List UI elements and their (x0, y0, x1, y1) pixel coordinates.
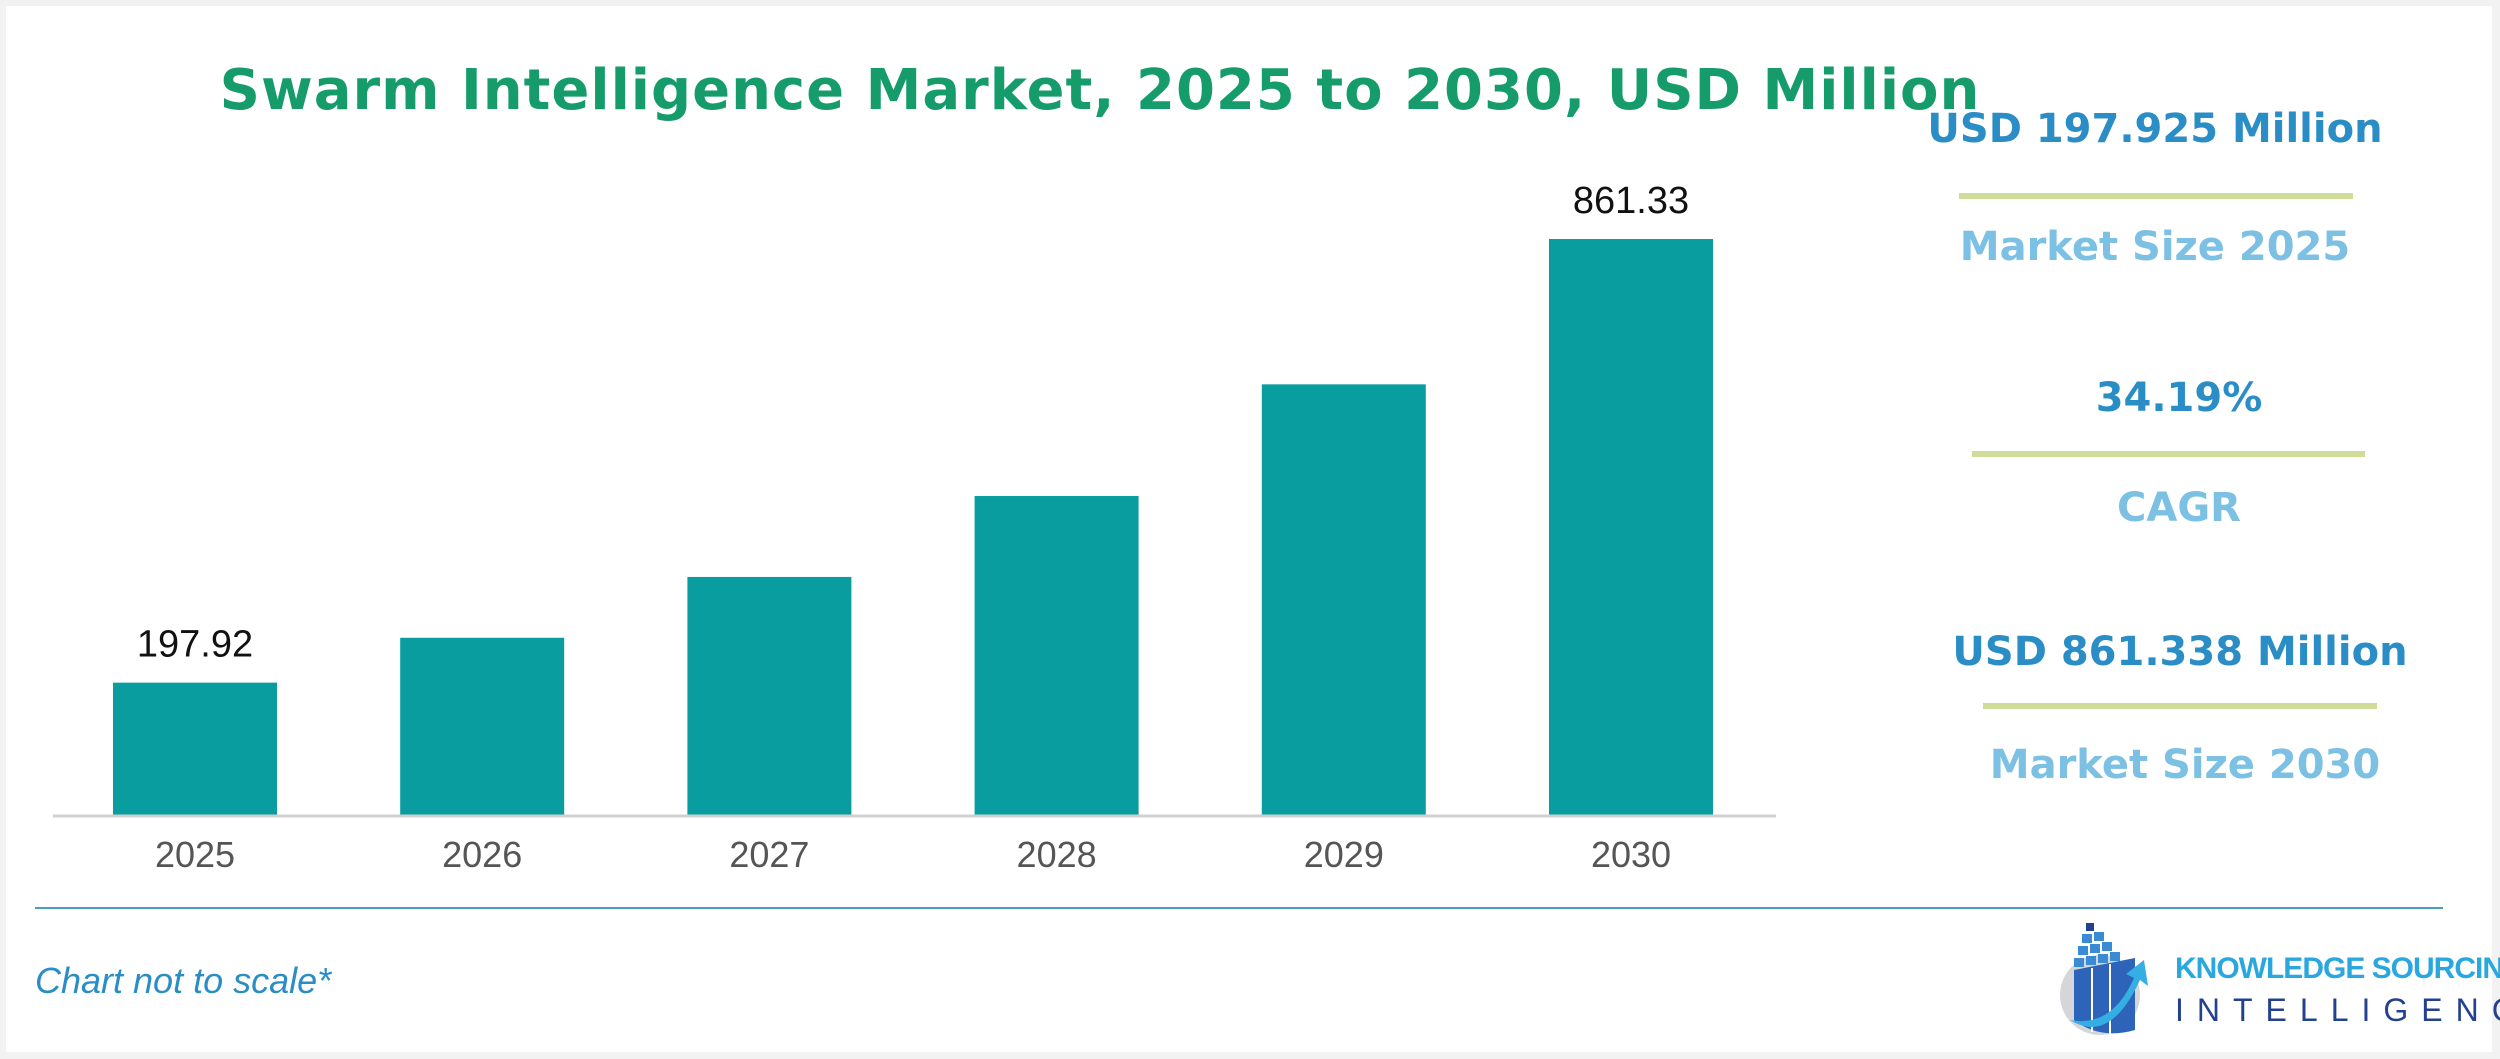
bar-2028 (974, 496, 1139, 815)
cagr-value: 34.19% (2095, 375, 2263, 421)
bar-chart: 2025 197.92 2026 2027 2028 2029 2030 861.33 (53, 180, 1776, 875)
data-label: 197.92 (137, 624, 253, 666)
divider (1959, 193, 2353, 199)
logo-text-line1: KNOWLEDGE SOURCING (2175, 952, 2500, 985)
bar-2026 (400, 637, 565, 815)
logo-icon (2060, 923, 2148, 1035)
market-size-2030-value: USD 861.338 Million (1952, 629, 2408, 675)
market-size-2030-label: Market Size 2030 (1989, 742, 2381, 788)
divider (1983, 703, 2377, 709)
x-tick-label: 2025 (155, 834, 235, 875)
footer-divider (35, 907, 2443, 909)
bar-2029 (1261, 384, 1426, 815)
x-tick-label: 2026 (442, 834, 522, 875)
company-logo: KNOWLEDGE SOURCING INTELLIGENCE (2040, 920, 2500, 1040)
chart-note: Chart not to scale* (35, 960, 332, 1001)
x-tick-label: 2027 (729, 834, 809, 875)
divider (1972, 451, 2365, 457)
data-label: 861.33 (1573, 180, 1689, 222)
bar-2030 (1549, 239, 1713, 815)
cagr-label: CAGR (2117, 485, 2241, 531)
market-size-2025-label: Market Size 2025 (1959, 224, 2351, 270)
logo-text-line2: INTELLIGENCE (2175, 992, 2500, 1028)
x-tick-label: 2028 (1017, 834, 1097, 875)
bar-2027 (687, 576, 852, 815)
bar-2025 (113, 682, 277, 815)
x-tick-label: 2029 (1304, 834, 1384, 875)
infographic-card (6, 6, 2492, 1052)
chart-title: Swarm Intelligence Market, 2025 to 2030,… (219, 58, 1981, 123)
x-tick-label: 2030 (1591, 834, 1671, 875)
market-size-2025-value: USD 197.925 Million (1927, 106, 2383, 152)
